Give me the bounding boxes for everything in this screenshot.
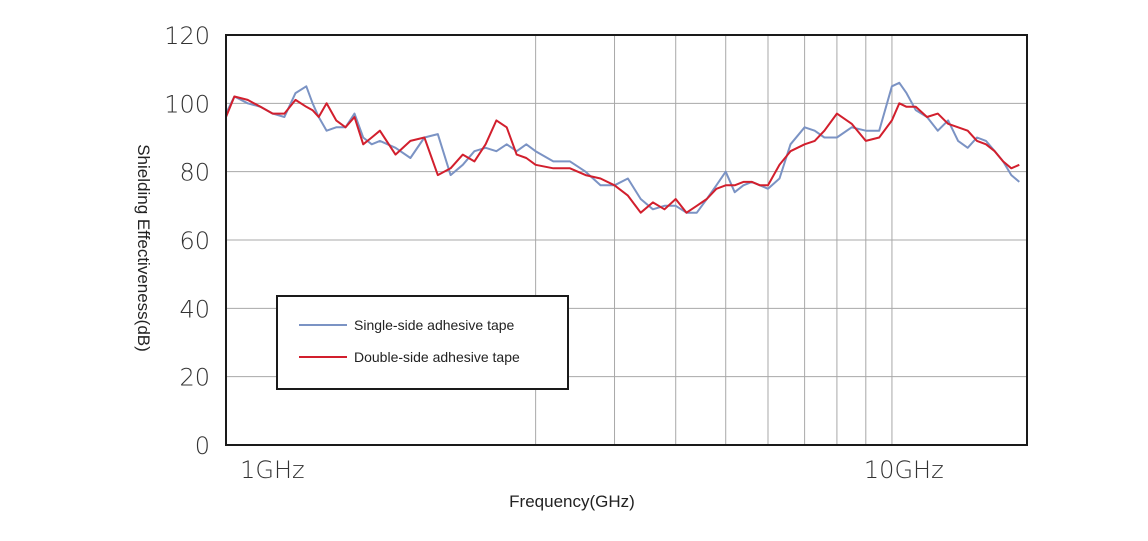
grid [226,35,1027,445]
y-tick-label: 100 [164,90,210,118]
series-layer [225,81,1020,214]
y-tick-label: 60 [179,227,210,255]
y-tick-label: 20 [179,364,210,392]
y-tick-label: 120 [164,22,210,50]
legend-box [276,295,569,390]
series-line-double-side [225,95,1020,214]
y-tick-label: 80 [179,159,210,187]
x-tick-labels: 1GHz 10GHz [240,456,944,484]
y-tick-label: 40 [179,295,210,323]
x-tick-label: 10GHz [864,456,944,484]
legend-label-single-side: Single-side adhesive tape [354,317,515,333]
y-tick-labels: 0 20 40 60 80 100 120 [164,22,210,460]
plot-frame [225,34,1028,446]
y-tick-label: 0 [195,432,210,460]
legend-label-double-side: Double-side adhesive tape [354,349,520,365]
x-axis-label: Frequency(GHz) [509,492,635,511]
y-axis-label: Shielding Effectiveness(dB) [134,144,153,352]
series-line-single-side [225,81,1020,214]
legend: Single-side adhesive tape Double-side ad… [276,295,569,390]
x-tick-label: 1GHz [240,456,305,484]
